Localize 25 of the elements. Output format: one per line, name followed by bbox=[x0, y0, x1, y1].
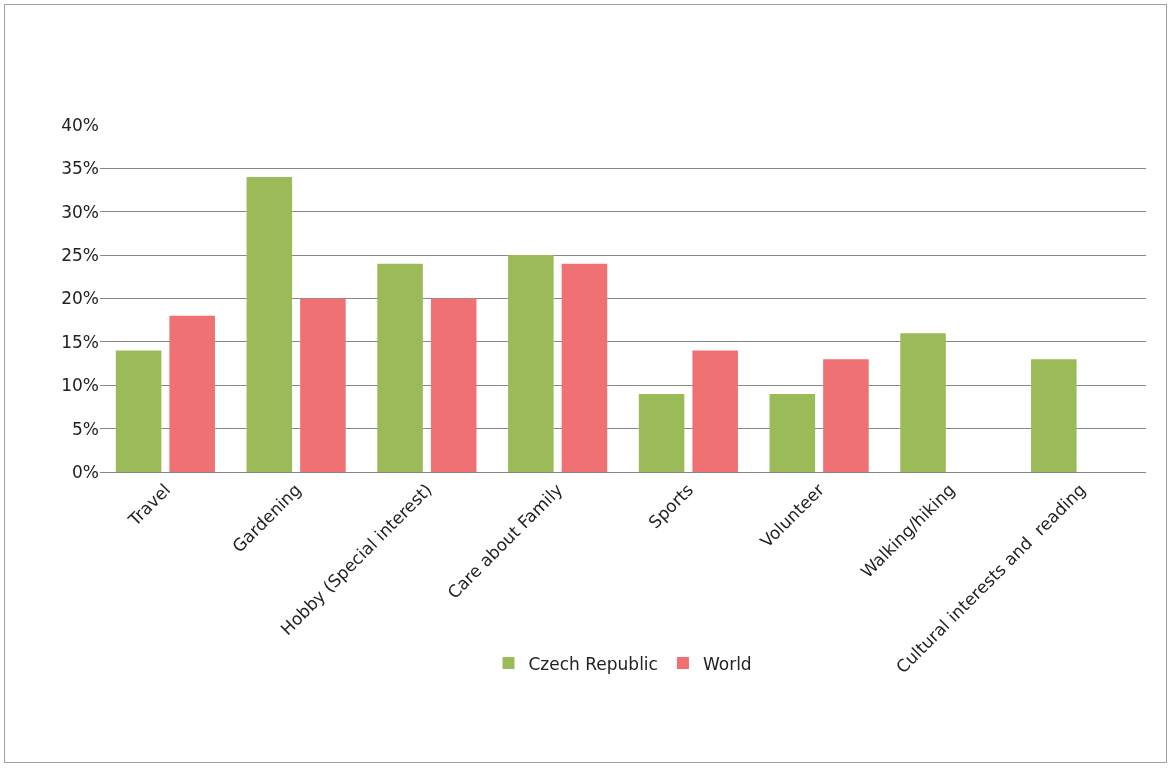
y-tick-label: 5% bbox=[72, 418, 99, 439]
y-tick-label: 0% bbox=[72, 461, 99, 482]
bar bbox=[430, 298, 477, 472]
bar bbox=[823, 359, 869, 472]
bar bbox=[169, 315, 215, 472]
bar bbox=[900, 333, 946, 472]
legend-label: World bbox=[702, 653, 752, 674]
y-tick-label: 35% bbox=[61, 158, 99, 179]
y-tick-label: 30% bbox=[61, 201, 99, 222]
bar bbox=[561, 263, 608, 472]
bar bbox=[692, 350, 738, 472]
y-tick-label: 10% bbox=[61, 375, 99, 396]
y-tick-label: 25% bbox=[61, 245, 99, 266]
y-tick-label: 40% bbox=[61, 114, 99, 135]
bar bbox=[1031, 359, 1077, 472]
bar bbox=[246, 177, 293, 472]
bar bbox=[115, 350, 162, 472]
bar bbox=[377, 263, 423, 472]
bar bbox=[508, 255, 554, 472]
bar bbox=[638, 393, 685, 472]
y-tick-label: 20% bbox=[61, 288, 99, 309]
bar bbox=[769, 393, 816, 472]
legend-label: Czech Republic bbox=[528, 653, 658, 674]
bar bbox=[300, 298, 346, 472]
y-tick-label: 15% bbox=[61, 331, 99, 352]
